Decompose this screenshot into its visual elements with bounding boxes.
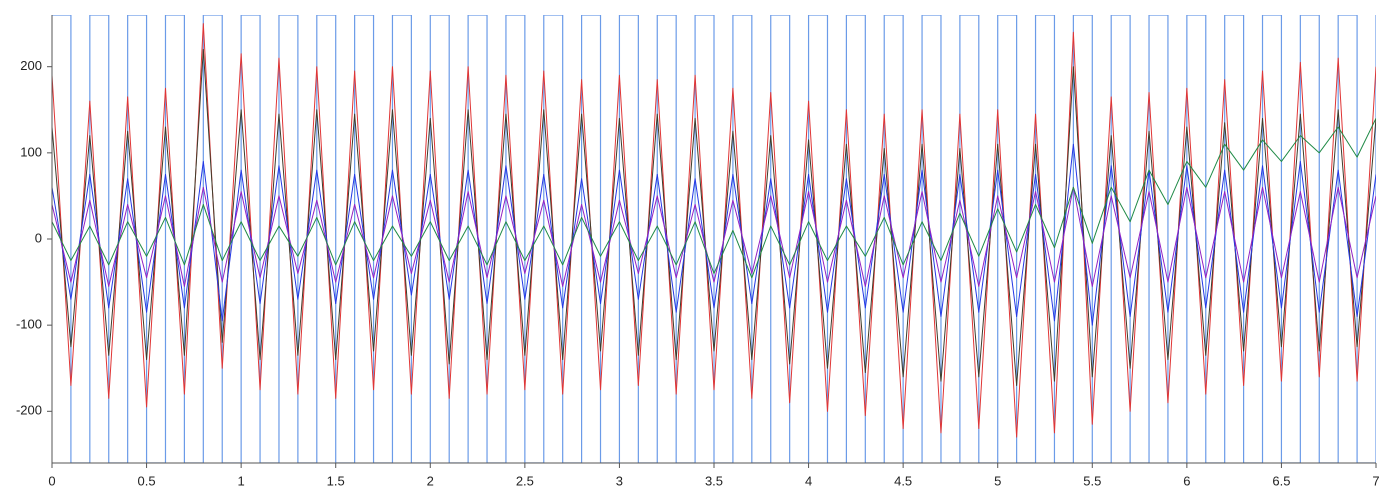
series-line <box>52 23 1376 438</box>
series-line <box>52 186 1376 287</box>
x-tick-label: 2.5 <box>516 473 534 488</box>
x-tick-label: 4 <box>805 473 812 488</box>
x-tick-label: 0 <box>48 473 55 488</box>
axes: 0 0.5 1 1.5 2 2.5 3 3.5 4 4.5 5 5.5 6 6.5 7 -200 -100 0 10… <box>16 15 1380 488</box>
y-tick-label: -100 <box>16 317 42 332</box>
x-tick-label: 3.5 <box>705 473 723 488</box>
x-tick-label: 5.5 <box>1083 473 1101 488</box>
x-tick-label: 1 <box>238 473 245 488</box>
series-line <box>52 118 1376 279</box>
y-tick-label: 0 <box>35 230 42 245</box>
plot-area <box>52 15 1376 463</box>
x-tick-label: 3 <box>616 473 623 488</box>
x-tick-label: 5 <box>994 473 1001 488</box>
x-tick-label: 6 <box>1183 473 1190 488</box>
x-tick-label: 4.5 <box>894 473 912 488</box>
y-tick-label: -200 <box>16 403 42 418</box>
x-tick-label: 0.5 <box>138 473 156 488</box>
x-tick-label: 6.5 <box>1272 473 1290 488</box>
series-line <box>52 143 1376 326</box>
series-line <box>52 48 1376 386</box>
series-line <box>52 15 1376 463</box>
x-tick-label: 1.5 <box>327 473 345 488</box>
x-tick-label: 7 <box>1372 473 1379 488</box>
y-tick-label: 100 <box>20 144 42 159</box>
y-tick-label: 200 <box>20 58 42 73</box>
x-tick-label: 2 <box>427 473 434 488</box>
